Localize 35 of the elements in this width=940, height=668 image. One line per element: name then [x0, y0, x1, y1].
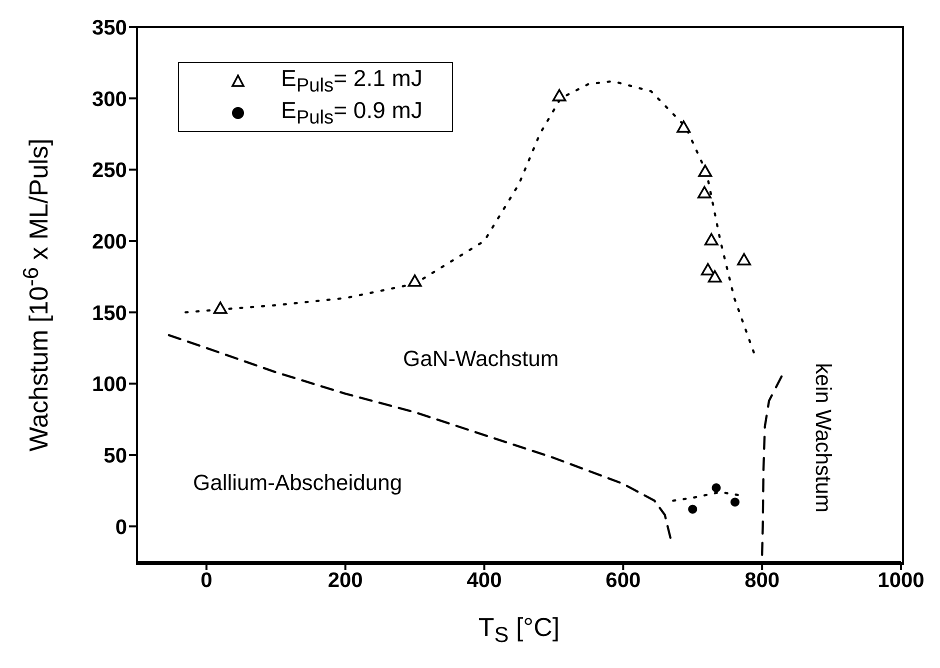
point [698, 164, 712, 177]
point [737, 253, 752, 266]
y-tick-label: 250 [92, 159, 127, 182]
x-axis-title: T$_{S}$ [°C] [477, 612, 561, 648]
line-series [760, 375, 783, 556]
point [704, 233, 718, 246]
annotation: GaN-Wachstum [403, 346, 559, 372]
point [708, 270, 722, 283]
legend-label: E$_{Puls}$= 2.1 mJ [281, 64, 422, 98]
point [697, 186, 712, 198]
x-tick-label: 1000 [878, 568, 924, 592]
x-tick-label: 0 [200, 568, 212, 592]
y-tick-label: 300 [92, 88, 127, 111]
point [408, 274, 422, 287]
point [688, 504, 698, 514]
x-tick-label: 800 [744, 568, 780, 592]
point [213, 302, 228, 314]
point [676, 120, 691, 133]
point [712, 483, 721, 492]
x-tick-label: 400 [466, 568, 502, 592]
point [700, 263, 715, 276]
y-tick-label: 50 [104, 444, 127, 468]
legend-label: E$_{Puls}$= 0.9 mJ [281, 96, 422, 130]
point [730, 498, 740, 507]
y-tick-label: 350 [92, 16, 127, 40]
y-tick-label: 100 [92, 373, 127, 396]
annotation: Gallium-Abscheidung [193, 470, 402, 496]
x-tick-label: 200 [328, 568, 363, 592]
line-series [168, 334, 672, 539]
y-tick-label: 150 [92, 302, 127, 325]
x-tick-label: 600 [606, 568, 641, 592]
annotation: kein Wachstum [810, 363, 836, 513]
point [552, 88, 566, 102]
y-tick-label: 0 [115, 516, 127, 539]
y-tick-label: 200 [92, 230, 127, 254]
